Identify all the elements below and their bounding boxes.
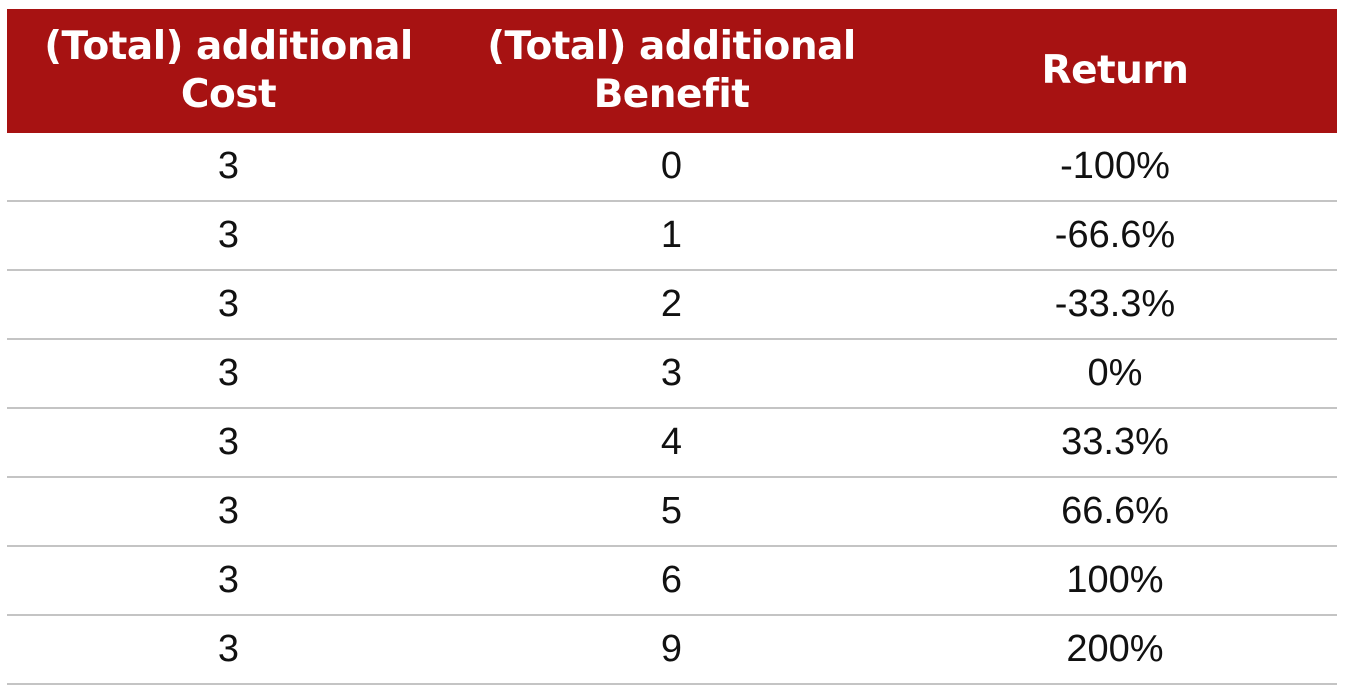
- benefit-cell: 3: [450, 339, 893, 409]
- benefit-cell: 5: [450, 477, 893, 547]
- return-cell: -66.6%: [893, 201, 1337, 271]
- return-cell: -100%: [893, 133, 1337, 202]
- header-text-line: (Total) additional: [44, 24, 413, 69]
- header-total-additional-benefit: (Total) additional Benefit: [450, 9, 893, 133]
- table-row: 3 4 33.3%: [7, 408, 1337, 478]
- cost-cell: 3: [7, 408, 450, 478]
- cost-cell: 3: [7, 477, 450, 547]
- benefit-cell: 2: [450, 270, 893, 340]
- table-row: 3 9 200%: [7, 615, 1337, 685]
- benefit-cell: 0: [450, 133, 893, 202]
- return-cell: 100%: [893, 546, 1337, 616]
- header-text-line: (Total) additional: [487, 24, 856, 69]
- benefit-cell: 6: [450, 546, 893, 616]
- benefit-cell: 4: [450, 408, 893, 478]
- header-text-line: Benefit: [593, 72, 750, 117]
- return-cell: 200%: [893, 615, 1337, 685]
- table-row: 3 2 -33.3%: [7, 270, 1337, 340]
- cost-cell: 3: [7, 546, 450, 616]
- table-row: 3 6 100%: [7, 546, 1337, 616]
- cost-cell: 3: [7, 339, 450, 409]
- return-cell: 0%: [893, 339, 1337, 409]
- cost-cell: 3: [7, 133, 450, 202]
- cost-cell: 3: [7, 270, 450, 340]
- header-text-line: Return: [1041, 48, 1189, 93]
- table-row: 3 5 66.6%: [7, 477, 1337, 547]
- return-cell: 66.6%: [893, 477, 1337, 547]
- table-row: 3 0 -100%: [7, 133, 1337, 202]
- header-total-additional-cost: (Total) additional Cost: [7, 9, 450, 133]
- cost-cell: 3: [7, 615, 450, 685]
- cost-cell: 3: [7, 201, 450, 271]
- header-return: Return: [893, 9, 1337, 133]
- return-cell: 33.3%: [893, 408, 1337, 478]
- table-row: 3 1 -66.6%: [7, 201, 1337, 271]
- table-row: 3 3 0%: [7, 339, 1337, 409]
- benefit-cell: 9: [450, 615, 893, 685]
- return-cell: -33.3%: [893, 270, 1337, 340]
- cost-benefit-return-table: (Total) additional Cost (Total) addition…: [7, 9, 1337, 685]
- header-row: (Total) additional Cost (Total) addition…: [7, 9, 1337, 133]
- header-text-line: Cost: [180, 72, 277, 117]
- benefit-cell: 1: [450, 201, 893, 271]
